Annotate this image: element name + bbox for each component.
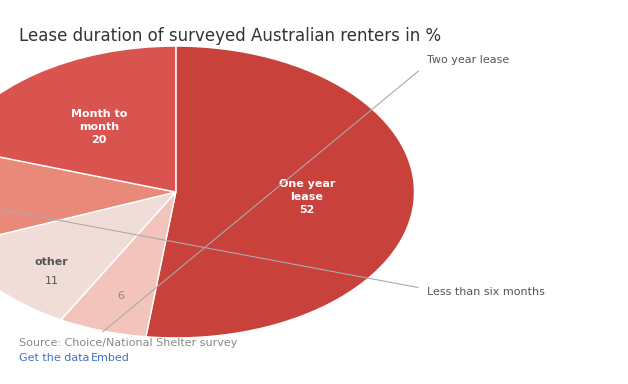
Text: other: other [35, 257, 68, 266]
Wedge shape [146, 46, 414, 338]
Text: Month to
month
20: Month to month 20 [70, 109, 127, 145]
Text: Source: Choice/National Shelter survey: Source: Choice/National Shelter survey [19, 338, 237, 348]
Text: Lease duration of surveyed Australian renters in %: Lease duration of surveyed Australian re… [19, 27, 441, 45]
Text: 11: 11 [45, 276, 58, 286]
Text: Less than six months: Less than six months [427, 287, 545, 297]
Text: Embed: Embed [91, 353, 130, 363]
Wedge shape [61, 192, 176, 337]
Text: Two year lease: Two year lease [427, 55, 509, 65]
Text: 6: 6 [117, 291, 124, 301]
Wedge shape [0, 147, 176, 246]
Text: Get the data: Get the data [19, 353, 89, 363]
Wedge shape [0, 46, 176, 192]
Text: One year
lease
52: One year lease 52 [279, 179, 335, 215]
Wedge shape [0, 192, 176, 320]
